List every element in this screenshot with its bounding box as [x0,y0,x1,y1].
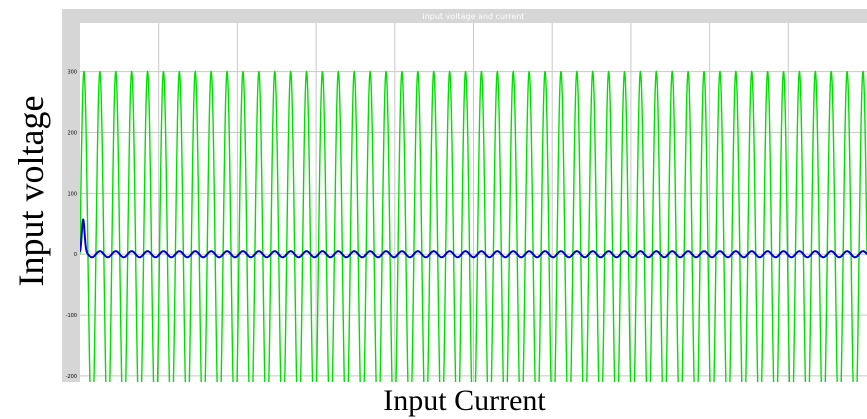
y-tick-label: 300 [67,70,77,76]
grid [80,23,867,382]
series-line-voltage [80,70,867,382]
y-tick-label: 100 [67,191,77,197]
series-line-current [80,218,867,259]
x-axis-label: Input Current [383,384,546,417]
y-tick-label: 0 [74,252,77,258]
y-tick-label: -100 [66,313,77,319]
y-tick-label: -200 [66,374,77,380]
chart-title: input voltage and current [422,12,525,21]
series-group [80,70,867,382]
y-ticks: -200 -100 0 100 200 300 [66,70,77,380]
y-tick-label: 200 [67,131,77,137]
